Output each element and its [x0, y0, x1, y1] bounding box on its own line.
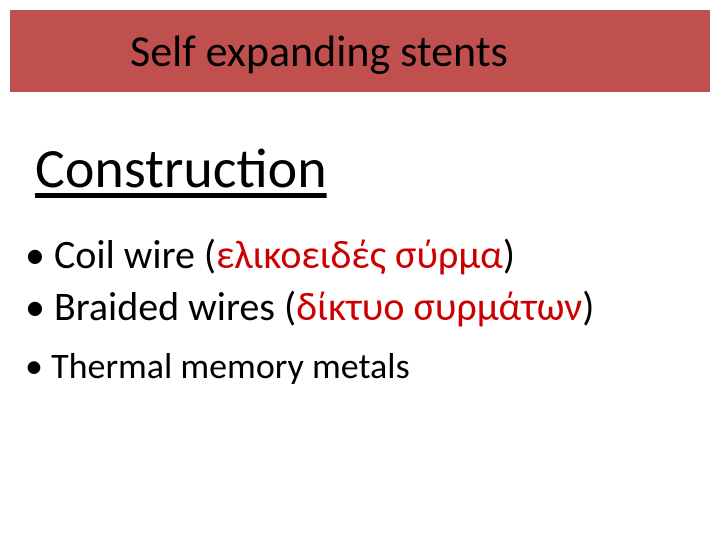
- bullet-text-highlight: ελικοειδές σύρμα: [216, 230, 503, 279]
- bullet-text: ): [503, 230, 515, 279]
- bullet-item: • Braided wires (δίκτυο συρμάτων): [25, 282, 695, 332]
- bullet-text: • Thermal memory metals: [25, 344, 410, 388]
- bullet-text: • Braided wires (: [25, 282, 296, 331]
- bullet-text: • Coil wire (: [25, 230, 216, 279]
- header-title: Self expanding stents: [130, 24, 508, 78]
- header-bar: Self expanding stents: [10, 10, 710, 92]
- bullet-text: ): [582, 282, 594, 331]
- bullet-list: • Coil wire (ελικοειδές σύρμα) • Braided…: [25, 230, 695, 391]
- bullet-item: • Thermal memory metals: [25, 342, 695, 391]
- bullet-text-highlight: δίκτυο συρμάτων: [296, 282, 582, 331]
- bullet-item: • Coil wire (ελικοειδές σύρμα): [25, 230, 695, 280]
- section-heading: Construction: [35, 135, 327, 203]
